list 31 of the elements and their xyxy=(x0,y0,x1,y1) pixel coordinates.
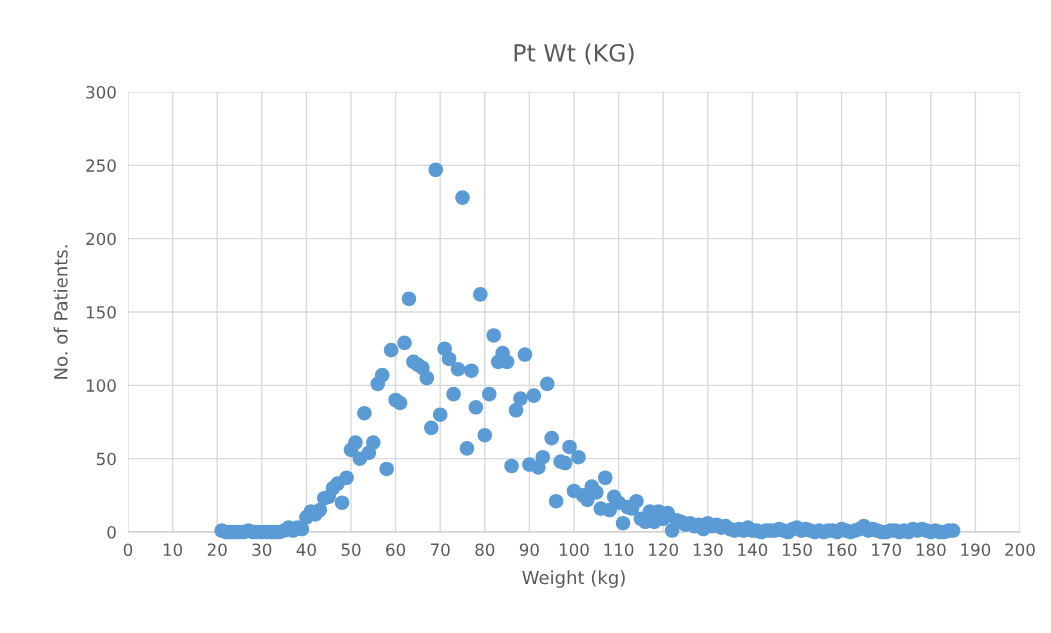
x-tick-label: 60 xyxy=(386,543,406,557)
x-tick-label: 190 xyxy=(961,543,991,557)
x-axis-title: Weight (kg) xyxy=(522,570,625,588)
y-tick-label: 200 xyxy=(86,232,116,246)
y-tick-label: 100 xyxy=(86,379,116,392)
x-tick-label: 10 xyxy=(163,543,183,557)
x-tick-label: 130 xyxy=(693,543,723,557)
y-tick-label: 0 xyxy=(107,525,116,539)
x-tick-label: 80 xyxy=(475,543,495,557)
y-axis-title: No. of Patients. xyxy=(53,245,68,379)
x-tick-label: 70 xyxy=(430,543,450,557)
chart-title: Pt Wt (KG) xyxy=(514,43,634,65)
y-tick-label: 250 xyxy=(86,159,116,172)
x-tick-label: 50 xyxy=(341,543,361,557)
x-tick-label: 40 xyxy=(296,543,316,557)
x-tick-label: 150 xyxy=(782,543,812,557)
x-tick-label: 110 xyxy=(604,543,634,557)
x-tick-label: 180 xyxy=(916,543,946,557)
x-tick-label: 0 xyxy=(123,543,133,557)
x-tick-label: 30 xyxy=(252,543,272,557)
x-tick-label: 140 xyxy=(738,543,768,557)
y-tick-label: 150 xyxy=(86,305,116,319)
x-tick-label: 20 xyxy=(207,543,227,557)
y-tick-label: 50 xyxy=(96,452,116,466)
x-tick-label: 160 xyxy=(827,543,857,557)
y-tick-label: 300 xyxy=(86,85,116,99)
x-tick-label: 170 xyxy=(872,543,901,557)
x-tick-label: 200 xyxy=(1005,543,1035,557)
x-tick-label: 90 xyxy=(519,543,539,557)
x-tick-label: 100 xyxy=(559,543,589,557)
x-tick-label: 120 xyxy=(649,543,678,557)
